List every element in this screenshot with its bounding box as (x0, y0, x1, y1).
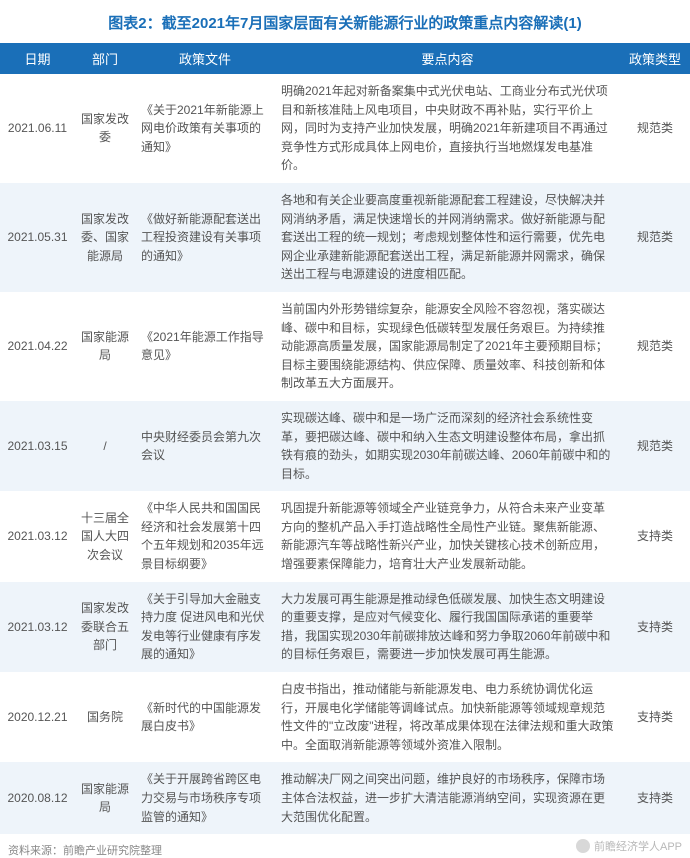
cell-date: 2020.12.21 (0, 672, 75, 762)
header-doc: 政策文件 (135, 43, 275, 74)
table-row: 2021.03.12十三届全国人大四次会议《中华人民共和国国民经济和社会发展第十… (0, 491, 690, 581)
cell-content: 当前国内外形势错综复杂，能源安全风险不容忽视，落实碳达峰、碳中和目标，实现绿色低… (275, 292, 620, 401)
cell-doc: 《关于2021年新能源上网电价政策有关事项的通知》 (135, 74, 275, 183)
cell-date: 2021.03.15 (0, 401, 75, 491)
cell-content: 实现碳达峰、碳中和是一场广泛而深刻的经济社会系统性变革，要把碳达峰、碳中和纳入生… (275, 401, 620, 491)
cell-content: 大力发展可再生能源是推动绿色低碳发展、加快生态文明建设的重要支撑，是应对气候变化… (275, 582, 620, 672)
cell-date: 2021.04.22 (0, 292, 75, 401)
cell-type: 支持类 (620, 582, 690, 672)
cell-type: 规范类 (620, 74, 690, 183)
cell-date: 2020.08.12 (0, 762, 75, 834)
cell-type: 支持类 (620, 672, 690, 762)
cell-dept: 国务院 (75, 672, 135, 762)
header-date: 日期 (0, 43, 75, 74)
cell-type: 规范类 (620, 183, 690, 292)
cell-content: 推动解决厂网之间突出问题，维护良好的市场秩序，保障市场主体合法权益，进一步扩大清… (275, 762, 620, 834)
table-row: 2020.12.21国务院《新时代的中国能源发展白皮书》白皮书指出，推动储能与新… (0, 672, 690, 762)
table-row: 2021.04.22国家能源局《2021年能源工作指导意见》当前国内外形势错综复… (0, 292, 690, 401)
cell-dept: 国家发改委 (75, 74, 135, 183)
watermark: 前瞻经济学人APP (576, 838, 682, 854)
header-dept: 部门 (75, 43, 135, 74)
cell-dept: / (75, 401, 135, 491)
table-header-row: 日期 部门 政策文件 要点内容 政策类型 (0, 43, 690, 74)
cell-type: 支持类 (620, 762, 690, 834)
table-row: 2021.03.12国家发改委联合五部门《关于引导加大金融支持力度 促进风电和光… (0, 582, 690, 672)
watermark-icon (576, 839, 590, 853)
header-type: 政策类型 (620, 43, 690, 74)
cell-date: 2021.05.31 (0, 183, 75, 292)
cell-content: 明确2021年起对新备案集中式光伏电站、工商业分布式光伏项目和新核准陆上风电项目… (275, 74, 620, 183)
cell-content: 巩固提升新能源等领域全产业链竞争力，从符合未来产业变革方向的整机产品入手打造战略… (275, 491, 620, 581)
table-row: 2021.06.11国家发改委《关于2021年新能源上网电价政策有关事项的通知》… (0, 74, 690, 183)
cell-doc: 《关于引导加大金融支持力度 促进风电和光伏发电等行业健康有序发展的通知》 (135, 582, 275, 672)
table-row: 2021.03.15/中央财经委员会第九次会议实现碳达峰、碳中和是一场广泛而深刻… (0, 401, 690, 491)
cell-doc: 《做好新能源配套送出工程投资建设有关事项的通知》 (135, 183, 275, 292)
cell-date: 2021.03.12 (0, 491, 75, 581)
cell-type: 规范类 (620, 292, 690, 401)
cell-dept: 国家发改委、国家能源局 (75, 183, 135, 292)
cell-dept: 十三届全国人大四次会议 (75, 491, 135, 581)
cell-type: 规范类 (620, 401, 690, 491)
cell-doc: 中央财经委员会第九次会议 (135, 401, 275, 491)
cell-doc: 《关于开展跨省跨区电力交易与市场秩序专项监管的通知》 (135, 762, 275, 834)
chart-title: 图表2：截至2021年7月国家层面有关新能源行业的政策重点内容解读(1) (0, 0, 690, 43)
cell-doc: 《中华人民共和国国民经济和社会发展第十四个五年规划和2035年远景目标纲要》 (135, 491, 275, 581)
watermark-text: 前瞻经济学人APP (594, 838, 682, 854)
cell-dept: 国家能源局 (75, 762, 135, 834)
cell-date: 2021.03.12 (0, 582, 75, 672)
cell-content: 各地和有关企业要高度重视新能源配套工程建设，尽快解决并网消纳矛盾，满足快速增长的… (275, 183, 620, 292)
table-row: 2020.08.12国家能源局《关于开展跨省跨区电力交易与市场秩序专项监管的通知… (0, 762, 690, 834)
cell-doc: 《新时代的中国能源发展白皮书》 (135, 672, 275, 762)
cell-doc: 《2021年能源工作指导意见》 (135, 292, 275, 401)
cell-dept: 国家能源局 (75, 292, 135, 401)
header-content: 要点内容 (275, 43, 620, 74)
cell-date: 2021.06.11 (0, 74, 75, 183)
cell-content: 白皮书指出，推动储能与新能源发电、电力系统协调优化运行，开展电化学储能等调峰试点… (275, 672, 620, 762)
policy-table: 日期 部门 政策文件 要点内容 政策类型 2021.06.11国家发改委《关于2… (0, 43, 690, 834)
table-body: 2021.06.11国家发改委《关于2021年新能源上网电价政策有关事项的通知》… (0, 74, 690, 834)
table-row: 2021.05.31国家发改委、国家能源局《做好新能源配套送出工程投资建设有关事… (0, 183, 690, 292)
cell-type: 支持类 (620, 491, 690, 581)
cell-dept: 国家发改委联合五部门 (75, 582, 135, 672)
